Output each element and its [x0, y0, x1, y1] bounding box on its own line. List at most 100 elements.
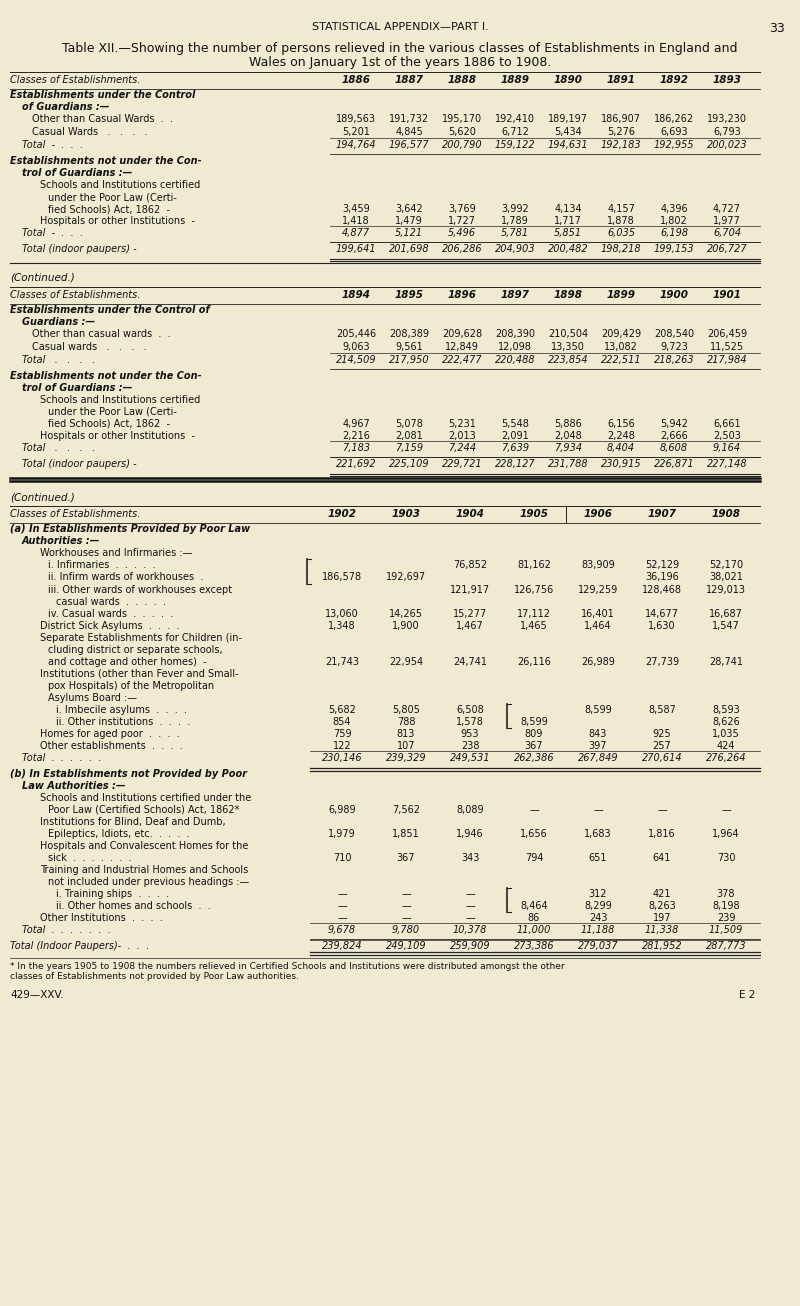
Text: Total (indoor paupers) -: Total (indoor paupers) -	[22, 244, 137, 253]
Text: 3,642: 3,642	[395, 204, 423, 214]
Text: 239: 239	[717, 913, 735, 923]
Text: 225,109: 225,109	[389, 458, 430, 469]
Text: 1,630: 1,630	[648, 620, 676, 631]
Text: (Continued.): (Continued.)	[10, 492, 74, 502]
Text: i. Training ships  .  .  .  .: i. Training ships . . . .	[56, 889, 169, 899]
Text: —: —	[401, 913, 411, 923]
Text: 189,563: 189,563	[336, 114, 376, 124]
Text: 262,386: 262,386	[514, 754, 554, 763]
Text: 221,692: 221,692	[336, 458, 376, 469]
Text: 5,682: 5,682	[328, 705, 356, 714]
Text: 186,262: 186,262	[654, 114, 694, 124]
Text: 1,479: 1,479	[395, 215, 423, 226]
Text: Total  .  .  .  .  .  .  .: Total . . . . . . .	[22, 925, 111, 935]
Text: 218,263: 218,263	[654, 355, 694, 364]
Text: 2,081: 2,081	[395, 431, 423, 441]
Text: Classes of Establishments.: Classes of Establishments.	[10, 509, 140, 518]
Text: 9,723: 9,723	[660, 342, 688, 353]
Text: 81,162: 81,162	[517, 560, 551, 569]
Text: 6,693: 6,693	[660, 127, 688, 137]
Text: 8,299: 8,299	[584, 901, 612, 912]
Text: 1905: 1905	[519, 509, 549, 518]
Text: District Sick Asylums  .  .  .  .: District Sick Asylums . . . .	[40, 620, 180, 631]
Text: Table XII.—Showing the number of persons relieved in the various classes of Esta: Table XII.—Showing the number of persons…	[62, 42, 738, 55]
Text: Homes for aged poor  .  .  .  .: Homes for aged poor . . . .	[40, 729, 180, 739]
Text: 6,508: 6,508	[456, 705, 484, 714]
Text: —: —	[401, 889, 411, 899]
Text: 1,578: 1,578	[456, 717, 484, 727]
Text: 13,060: 13,060	[325, 609, 359, 619]
Text: casual wards  .  .  .  .  .: casual wards . . . . .	[56, 597, 166, 607]
Text: 1887: 1887	[394, 74, 423, 85]
Text: trol of Guardians :—: trol of Guardians :—	[22, 383, 132, 393]
Text: 809: 809	[525, 729, 543, 739]
Text: 83,909: 83,909	[581, 560, 615, 569]
Text: 1908: 1908	[711, 509, 741, 518]
Text: 249,109: 249,109	[386, 942, 426, 951]
Text: 367: 367	[525, 741, 543, 751]
Text: 229,721: 229,721	[442, 458, 482, 469]
Text: 2,248: 2,248	[607, 431, 635, 441]
Text: 854: 854	[333, 717, 351, 727]
Text: Other than Casual Wards  .  .: Other than Casual Wards . .	[32, 114, 173, 124]
Text: 200,023: 200,023	[706, 140, 747, 150]
Text: Other establishments  .  .  .  .: Other establishments . . . .	[40, 741, 182, 751]
Text: 1,900: 1,900	[392, 620, 420, 631]
Text: 276,264: 276,264	[706, 754, 746, 763]
Text: E 2: E 2	[738, 990, 755, 1000]
Text: 33: 33	[770, 22, 785, 35]
Text: Guardians :—: Guardians :—	[22, 317, 95, 326]
Text: 1,656: 1,656	[520, 829, 548, 838]
Text: —: —	[465, 913, 475, 923]
Text: 16,401: 16,401	[581, 609, 615, 619]
Text: —: —	[337, 889, 347, 899]
Text: 5,548: 5,548	[501, 419, 529, 428]
Text: 193,230: 193,230	[707, 114, 747, 124]
Text: 231,788: 231,788	[548, 458, 588, 469]
Text: 5,121: 5,121	[395, 229, 423, 238]
Text: 129,259: 129,259	[578, 585, 618, 596]
Text: 813: 813	[397, 729, 415, 739]
Text: 1,878: 1,878	[607, 215, 635, 226]
Text: 9,678: 9,678	[328, 925, 356, 935]
Text: 36,196: 36,196	[645, 572, 679, 582]
Text: —: —	[465, 889, 475, 899]
Text: 239,824: 239,824	[322, 942, 362, 951]
Text: 5,805: 5,805	[392, 705, 420, 714]
Text: 217,984: 217,984	[706, 355, 747, 364]
Text: 7,562: 7,562	[392, 804, 420, 815]
Text: 312: 312	[589, 889, 607, 899]
Text: 17,112: 17,112	[517, 609, 551, 619]
Text: Total  -  .  .  .: Total - . . .	[22, 229, 83, 238]
Text: 12,849: 12,849	[445, 342, 479, 353]
Text: Establishments not under the Con-: Establishments not under the Con-	[10, 371, 202, 381]
Text: 159,122: 159,122	[494, 140, 535, 150]
Text: 5,276: 5,276	[607, 127, 635, 137]
Text: 5,851: 5,851	[554, 229, 582, 238]
Text: Epileptics, Idiots, etc.  .  .  .  .: Epileptics, Idiots, etc. . . . .	[48, 829, 190, 838]
Text: 1898: 1898	[554, 290, 582, 300]
Text: 209,628: 209,628	[442, 329, 482, 340]
Text: 249,531: 249,531	[450, 754, 490, 763]
Text: of Guardians :—: of Guardians :—	[22, 102, 110, 112]
Text: Total (Indoor Paupers)-  .  .  .: Total (Indoor Paupers)- . . .	[10, 942, 150, 951]
Text: 206,459: 206,459	[707, 329, 747, 340]
Text: 239,329: 239,329	[386, 754, 426, 763]
Text: Institutions (other than Fever and Small-: Institutions (other than Fever and Small…	[40, 669, 238, 679]
Text: 8,599: 8,599	[520, 717, 548, 727]
Text: 1,464: 1,464	[584, 620, 612, 631]
Text: 8,626: 8,626	[712, 717, 740, 727]
Text: 1895: 1895	[394, 290, 423, 300]
Text: 8,404: 8,404	[607, 443, 635, 453]
Text: 8,608: 8,608	[660, 443, 688, 453]
Text: 21,743: 21,743	[325, 657, 359, 667]
Text: 5,496: 5,496	[448, 229, 476, 238]
Text: 226,871: 226,871	[654, 458, 694, 469]
Text: 1894: 1894	[342, 290, 370, 300]
Text: 2,503: 2,503	[713, 431, 741, 441]
Text: under the Poor Law (Certi-: under the Poor Law (Certi-	[48, 192, 177, 202]
Text: Establishments under the Control: Establishments under the Control	[10, 90, 195, 101]
Text: 1901: 1901	[713, 290, 742, 300]
Text: 192,697: 192,697	[386, 572, 426, 582]
Text: Total (indoor paupers) -: Total (indoor paupers) -	[22, 458, 137, 469]
